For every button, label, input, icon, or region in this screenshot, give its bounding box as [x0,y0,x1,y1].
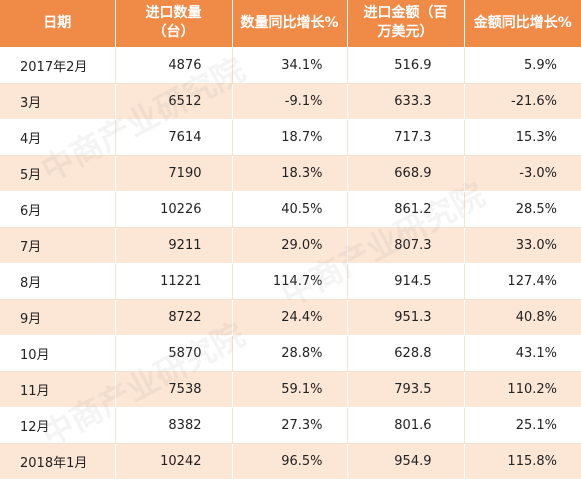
header-row: 日期 进口数量 （台） 数量同比增长% 进口金额（百 万美元） 金额同比增长% [0,0,581,48]
cell-quantity: 4876 [115,47,233,84]
header-quantity-yoy: 数量同比增长% [232,0,348,48]
cell-month: 3月 [0,83,116,120]
cell-quantity-yoy: 40.5% [232,191,348,228]
cell-quantity: 7538 [115,371,233,408]
header-date: 日期 [0,0,116,48]
cell-quantity-yoy: 29.0% [232,227,348,264]
cell-quantity-yoy: 114.7% [232,263,348,300]
cell-quantity-yoy: 34.1% [232,47,348,84]
table-row: 4月 7614 18.7% 717.3 15.3% [0,119,581,156]
cell-month: 2017年2月 [0,47,116,84]
cell-amount: 954.9 [347,443,465,480]
cell-quantity-yoy: -9.1% [232,83,348,120]
cell-quantity: 7614 [115,119,233,156]
cell-month: 8月 [0,263,116,300]
header-quantity-yoy-label: 数量同比增长% [240,14,339,31]
cell-quantity-yoy: 27.3% [232,407,348,444]
cell-amount-yoy: 33.0% [464,227,581,264]
cell-month: 2018年1月 [0,443,116,480]
cell-amount: 516.9 [347,47,465,84]
cell-quantity: 8382 [115,407,233,444]
cell-amount: 668.9 [347,155,465,192]
table-row: 10月 5870 28.8% 628.8 43.1% [0,335,581,372]
cell-quantity-yoy: 59.1% [232,371,348,408]
cell-quantity: 5870 [115,335,233,372]
table-row: 12月 8382 27.3% 801.6 25.1% [0,407,581,444]
table-header: 日期 进口数量 （台） 数量同比增长% 进口金额（百 万美元） 金额同比增长% [0,0,581,48]
table-row: 2018年1月 10242 96.5% 954.9 115.8% [0,443,581,480]
cell-amount: 628.8 [347,335,465,372]
cell-amount: 861.2 [347,191,465,228]
cell-month: 6月 [0,191,116,228]
table-row: 3月 6512 -9.1% 633.3 -21.6% [0,83,581,120]
cell-quantity: 8722 [115,299,233,336]
cell-quantity: 7190 [115,155,233,192]
cell-amount-yoy: 5.9% [464,47,581,84]
table-row: 8月 11221 114.7% 914.5 127.4% [0,263,581,300]
cell-month: 12月 [0,407,116,444]
header-amount-line2: 万美元） [377,24,434,41]
cell-amount: 951.3 [347,299,465,336]
cell-amount-yoy: 25.1% [464,407,581,444]
header-amount-yoy: 金额同比增长% [464,0,581,48]
cell-quantity: 6512 [115,83,233,120]
cell-amount: 633.3 [347,83,465,120]
header-import-quantity: 进口数量 （台） [115,0,233,48]
header-amount-line1: 进口金额（百 [363,5,448,22]
cell-month: 10月 [0,335,116,372]
cell-quantity: 10242 [115,443,233,480]
cell-amount-yoy: -3.0% [464,155,581,192]
table-row: 6月 10226 40.5% 861.2 28.5% [0,191,581,228]
cell-amount: 801.6 [347,407,465,444]
cell-amount-yoy: 110.2% [464,371,581,408]
cell-quantity-yoy: 18.3% [232,155,348,192]
table-row: 9月 8722 24.4% 951.3 40.8% [0,299,581,336]
cell-amount-yoy: 28.5% [464,191,581,228]
table-body: 2017年2月 4876 34.1% 516.9 5.9% 3月 6512 -9… [0,47,581,480]
cell-amount-yoy: 40.8% [464,299,581,336]
cell-amount: 793.5 [347,371,465,408]
cell-amount: 914.5 [347,263,465,300]
cell-month: 11月 [0,371,116,408]
table-row: 5月 7190 18.3% 668.9 -3.0% [0,155,581,192]
cell-amount-yoy: 127.4% [464,263,581,300]
cell-quantity: 9211 [115,227,233,264]
header-amount-yoy-label: 金额同比增长% [473,14,572,31]
cell-amount-yoy: 43.1% [464,335,581,372]
cell-amount-yoy: 115.8% [464,443,581,480]
cell-quantity-yoy: 24.4% [232,299,348,336]
cell-quantity: 10226 [115,191,233,228]
table-row: 11月 7538 59.1% 793.5 110.2% [0,371,581,408]
cell-quantity-yoy: 18.7% [232,119,348,156]
header-quantity-line1: 进口数量 [145,5,202,22]
cell-month: 7月 [0,227,116,264]
cell-month: 9月 [0,299,116,336]
cell-amount-yoy: -21.6% [464,83,581,120]
cell-amount: 717.3 [347,119,465,156]
cell-amount: 807.3 [347,227,465,264]
header-import-amount: 进口金额（百 万美元） [347,0,465,48]
cell-month: 4月 [0,119,116,156]
table-row: 7月 9211 29.0% 807.3 33.0% [0,227,581,264]
cell-quantity: 11221 [115,263,233,300]
header-quantity-line2: （台） [152,24,195,41]
cell-month: 5月 [0,155,116,192]
cell-amount-yoy: 15.3% [464,119,581,156]
table-row: 2017年2月 4876 34.1% 516.9 5.9% [0,47,581,84]
header-date-label: 日期 [43,14,72,31]
cell-quantity-yoy: 28.8% [232,335,348,372]
cell-quantity-yoy: 96.5% [232,443,348,480]
